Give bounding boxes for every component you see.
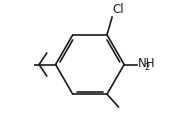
Text: Cl: Cl xyxy=(113,3,124,16)
Text: NH: NH xyxy=(137,57,155,70)
Text: 2: 2 xyxy=(145,63,150,72)
